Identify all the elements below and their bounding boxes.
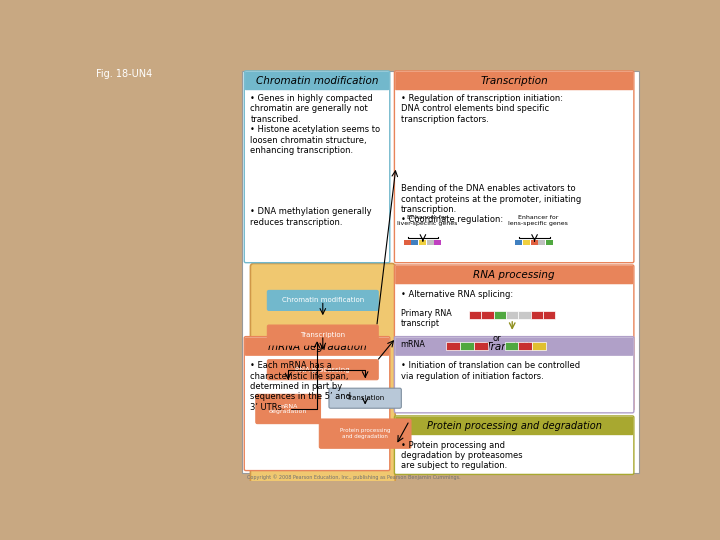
Bar (516, 240, 522, 245)
Text: • Alternative RNA splicing:: • Alternative RNA splicing: (400, 289, 513, 299)
Bar (469, 311, 482, 319)
Text: RNA processing: RNA processing (295, 367, 350, 373)
Text: Transcription: Transcription (480, 76, 548, 86)
Text: Chromatin modification: Chromatin modification (282, 298, 364, 303)
FancyBboxPatch shape (242, 71, 639, 473)
Bar (523, 240, 530, 245)
Bar (474, 342, 487, 350)
FancyBboxPatch shape (267, 360, 378, 380)
Text: Translation: Translation (346, 395, 384, 401)
FancyBboxPatch shape (267, 291, 378, 310)
Text: Translation: Translation (485, 342, 543, 352)
Bar (543, 311, 555, 319)
Text: Primary RNA
transcript: Primary RNA transcript (400, 309, 451, 328)
FancyBboxPatch shape (251, 264, 395, 489)
Text: Protein processing and degradation: Protein processing and degradation (427, 421, 602, 431)
Bar (518, 311, 531, 319)
Text: • Protein processing and
degradation by proteasomes
are subject to regulation.: • Protein processing and degradation by … (400, 441, 522, 470)
FancyBboxPatch shape (395, 417, 633, 435)
Bar (494, 311, 506, 319)
FancyBboxPatch shape (395, 266, 633, 284)
Text: Fig. 18-UN4: Fig. 18-UN4 (96, 69, 152, 79)
Bar (518, 342, 532, 350)
Text: mRNA: mRNA (400, 340, 426, 349)
Bar (434, 240, 441, 245)
FancyBboxPatch shape (320, 419, 411, 448)
Text: mRNA
degradation: mRNA degradation (269, 403, 307, 414)
FancyBboxPatch shape (395, 336, 634, 413)
Bar (446, 342, 460, 350)
Bar (531, 240, 538, 245)
Text: Enhancer for
liver-specific genes: Enhancer for liver-specific genes (397, 215, 457, 226)
Text: Protein processing
and degradation: Protein processing and degradation (340, 428, 390, 439)
Text: mRNA degradation: mRNA degradation (268, 342, 366, 352)
FancyBboxPatch shape (395, 72, 633, 90)
Text: Enhancer for
lens-specific genes: Enhancer for lens-specific genes (508, 215, 568, 226)
Bar (482, 311, 494, 319)
Text: • Regulation of transcription initiation:
DNA control elements bind specific
tra: • Regulation of transcription initiation… (400, 94, 562, 124)
Bar (404, 240, 410, 245)
FancyBboxPatch shape (256, 394, 320, 423)
Text: Copyright © 2008 Pearson Education, Inc., publishing as Pearson Benjamin Cumming: Copyright © 2008 Pearson Education, Inc.… (248, 475, 461, 480)
FancyBboxPatch shape (245, 338, 389, 356)
Text: RNA processing: RNA processing (473, 270, 555, 280)
Text: • Genes in highly compacted
chromatin are generally not
transcribed.
• Histone a: • Genes in highly compacted chromatin ar… (251, 94, 381, 155)
FancyBboxPatch shape (245, 72, 389, 90)
Bar (532, 342, 546, 350)
FancyBboxPatch shape (395, 71, 634, 262)
Bar (460, 342, 474, 350)
Text: • Initiation of translation can be controlled
via regulation of initiation facto: • Initiation of translation can be contr… (400, 361, 580, 381)
FancyBboxPatch shape (244, 71, 390, 262)
FancyBboxPatch shape (395, 265, 634, 410)
Text: or: or (492, 334, 501, 343)
Text: • DNA methylation generally
reduces transcription.: • DNA methylation generally reduces tran… (251, 207, 372, 227)
Text: Transcription: Transcription (300, 332, 346, 338)
Bar (419, 240, 426, 245)
FancyBboxPatch shape (329, 388, 401, 408)
Bar (411, 240, 418, 245)
Text: Bending of the DNA enables activators to
contact proteins at the promoter, initi: Bending of the DNA enables activators to… (400, 184, 581, 224)
Bar (539, 240, 545, 245)
FancyBboxPatch shape (267, 325, 378, 345)
FancyBboxPatch shape (244, 336, 390, 470)
FancyBboxPatch shape (395, 338, 633, 356)
Bar (505, 342, 518, 350)
Text: • Each mRNA has a
characteristic life span,
determined in part by
sequences in t: • Each mRNA has a characteristic life sp… (251, 361, 351, 412)
Bar (546, 240, 553, 245)
Bar (506, 311, 518, 319)
FancyBboxPatch shape (395, 416, 634, 475)
Text: Chromatin modification: Chromatin modification (256, 76, 378, 86)
Bar (427, 240, 433, 245)
Bar (531, 311, 543, 319)
